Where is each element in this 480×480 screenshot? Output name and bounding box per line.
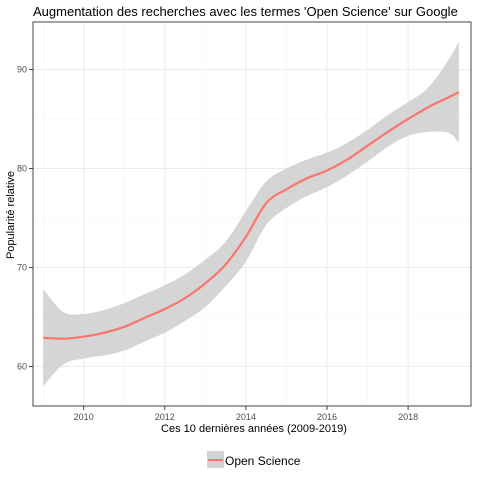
y-tick-label: 70: [17, 262, 27, 272]
y-tick-label: 90: [17, 65, 27, 75]
x-tick-label: 2012: [155, 412, 175, 422]
legend-label: Open Science: [225, 454, 301, 468]
x-axis-label: Ces 10 dernières années (2009-2019): [161, 423, 347, 435]
y-tick-label: 80: [17, 163, 27, 173]
x-tick-label: 2016: [317, 412, 337, 422]
y-tick-label: 60: [17, 361, 27, 371]
x-tick-label: 2010: [74, 412, 94, 422]
x-tick-label: 2014: [236, 412, 256, 422]
x-tick-label: 2018: [398, 412, 418, 422]
y-axis-label: Popularité relative: [5, 171, 17, 259]
legend: Open Science: [207, 451, 301, 468]
chart-title: Augmentation des recherches avec les ter…: [33, 4, 458, 19]
